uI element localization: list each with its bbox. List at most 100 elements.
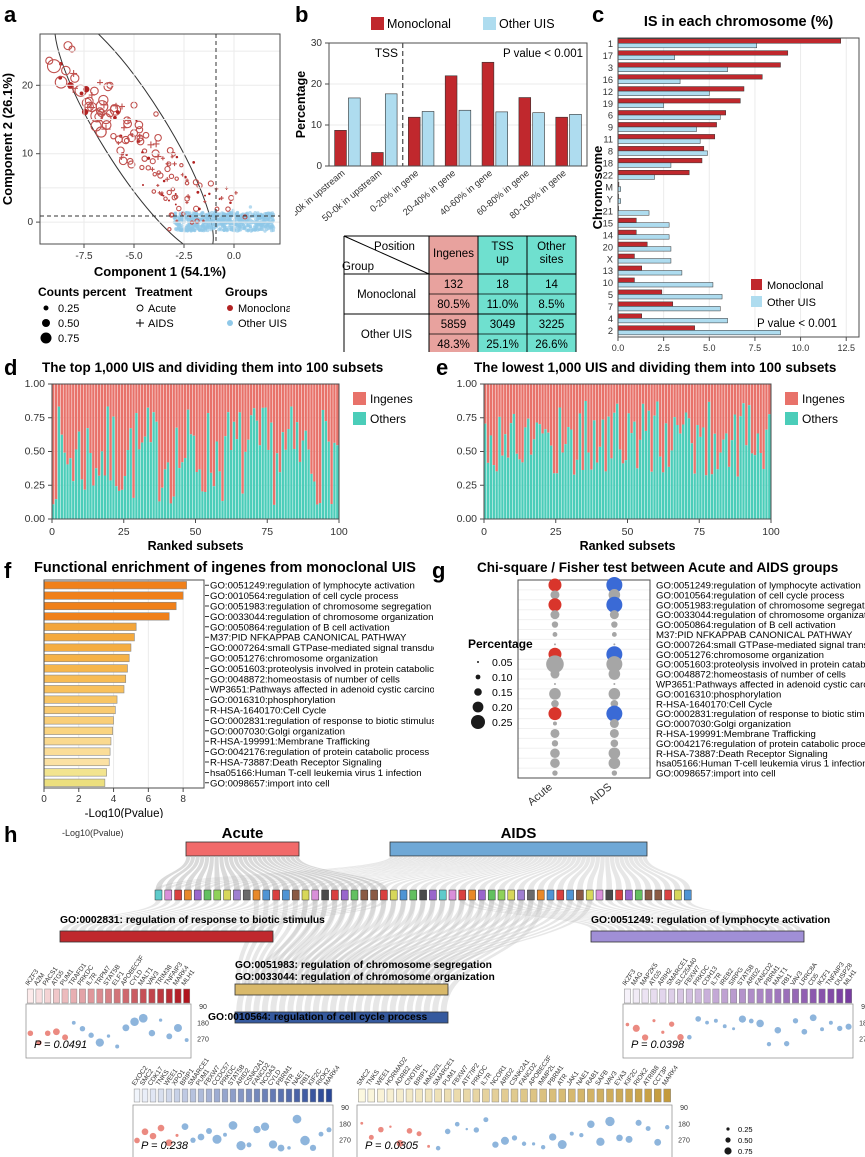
- svg-text:0.25: 0.25: [25, 479, 46, 491]
- svg-text:9: 9: [608, 123, 613, 133]
- svg-text:P = 0.238: P = 0.238: [141, 1140, 189, 1152]
- svg-text:Counts percent: Counts percent: [38, 285, 126, 299]
- svg-text:25: 25: [118, 526, 130, 538]
- svg-text:Acute: Acute: [148, 303, 176, 315]
- svg-text:Acute: Acute: [526, 781, 555, 808]
- svg-text:10.0: 10.0: [792, 343, 810, 353]
- svg-text:6: 6: [146, 794, 152, 805]
- svg-text:30: 30: [311, 38, 323, 49]
- svg-text:50: 50: [622, 526, 634, 538]
- svg-text:0: 0: [49, 526, 55, 538]
- svg-text:0.50: 0.50: [457, 446, 478, 458]
- svg-text:0.10: 0.10: [492, 672, 513, 684]
- svg-text:90: 90: [341, 1105, 349, 1112]
- svg-text:Ingenes: Ingenes: [433, 248, 474, 260]
- svg-text:90: 90: [680, 1105, 688, 1112]
- svg-text:P = 0.0305: P = 0.0305: [365, 1140, 419, 1152]
- svg-text:14: 14: [545, 279, 558, 291]
- svg-text:Other: Other: [537, 241, 566, 253]
- svg-text:-Log10(Pvalue): -Log10(Pvalue): [85, 808, 164, 818]
- svg-text:GO:0002831:regulation of respo: GO:0002831:regulation of response to bio…: [210, 716, 434, 727]
- svg-text:GO:0002831: regulation of resp: GO:0002831: regulation of response to bi…: [60, 915, 325, 926]
- svg-text:270: 270: [339, 1138, 351, 1145]
- svg-text:up: up: [496, 254, 509, 266]
- svg-text:8: 8: [608, 147, 613, 157]
- svg-text:180: 180: [678, 1121, 690, 1128]
- svg-text:GO:0051983:regulation of chrom: GO:0051983:regulation of chromosome segr…: [210, 602, 431, 613]
- svg-text:8.5%: 8.5%: [538, 299, 564, 311]
- svg-text:3225: 3225: [539, 319, 565, 331]
- svg-text:75: 75: [693, 526, 705, 538]
- svg-text:-Log10(Pvalue): -Log10(Pvalue): [62, 828, 124, 838]
- svg-text:Ranked subsets: Ranked subsets: [148, 539, 244, 553]
- svg-text:Chromosome: Chromosome: [592, 146, 605, 230]
- svg-text:10: 10: [22, 149, 34, 160]
- svg-text:P value < 0.001: P value < 0.001: [503, 48, 583, 60]
- svg-text:GO:0098657:import into cell: GO:0098657:import into cell: [656, 769, 775, 780]
- svg-text:5: 5: [608, 290, 613, 300]
- svg-text:1.00: 1.00: [25, 378, 46, 390]
- svg-text:GO:0010564:regulation of cell: GO:0010564:regulation of cell cycle proc…: [210, 591, 398, 602]
- svg-text:0.0: 0.0: [612, 343, 625, 353]
- svg-text:TSS: TSS: [375, 46, 398, 60]
- svg-text:0.75: 0.75: [738, 1147, 753, 1156]
- svg-text:sites: sites: [540, 254, 564, 266]
- svg-text:Monoclonal: Monoclonal: [387, 17, 451, 31]
- svg-text:12.5: 12.5: [837, 343, 855, 353]
- svg-text:7.5: 7.5: [749, 343, 762, 353]
- svg-text:P = 0.0491: P = 0.0491: [34, 1039, 87, 1051]
- svg-text:0.15: 0.15: [492, 687, 513, 699]
- svg-text:75: 75: [261, 526, 273, 538]
- svg-text:0.75: 0.75: [25, 412, 46, 424]
- svg-text:180: 180: [197, 1020, 209, 1027]
- svg-text:The lowest 1,000 UIS and divid: The lowest 1,000 UIS and dividing them i…: [474, 360, 836, 375]
- svg-text:0: 0: [27, 217, 33, 228]
- svg-text:1: 1: [608, 39, 613, 49]
- svg-text:X: X: [607, 254, 613, 264]
- svg-text:TSS: TSS: [491, 241, 514, 253]
- svg-text:Functional enrichment of ingen: Functional enrichment of ingenes from mo…: [34, 560, 416, 576]
- svg-text:13: 13: [603, 266, 613, 276]
- svg-text:4: 4: [111, 794, 117, 805]
- svg-text:GO:0007030:Golgi organization: GO:0007030:Golgi organization: [210, 726, 345, 737]
- svg-text:Percentage: Percentage: [468, 637, 533, 651]
- svg-text:2: 2: [608, 326, 613, 336]
- svg-text:270: 270: [197, 1037, 209, 1044]
- svg-text:Others: Others: [802, 412, 838, 426]
- svg-text:0.00: 0.00: [25, 513, 46, 525]
- svg-text:90: 90: [861, 1004, 865, 1011]
- svg-text:-5.0: -5.0: [125, 251, 143, 262]
- svg-text:GO:0016310:phosphorylation: GO:0016310:phosphorylation: [210, 695, 335, 706]
- svg-text:0.25: 0.25: [58, 303, 79, 315]
- svg-text:4: 4: [608, 314, 613, 324]
- svg-text:AIDS: AIDS: [501, 825, 537, 842]
- svg-text:8: 8: [180, 794, 186, 805]
- svg-text:R-HSA-1640170:Cell Cycle: R-HSA-1640170:Cell Cycle: [210, 706, 326, 717]
- svg-text:GO:0050864:regulation of B cel: GO:0050864:regulation of B cell activati…: [210, 622, 390, 633]
- svg-text:>50k in upstream: >50k in upstream: [295, 168, 347, 222]
- svg-text:100: 100: [762, 526, 780, 538]
- svg-text:6: 6: [608, 111, 613, 121]
- svg-text:GO:0051603:proteolysis involve: GO:0051603:proteolysis involved in prote…: [210, 664, 434, 675]
- svg-text:18: 18: [496, 279, 509, 291]
- svg-text:Groups: Groups: [225, 285, 268, 299]
- svg-text:270: 270: [859, 1037, 865, 1044]
- svg-text:Component 2 (26.1%): Component 2 (26.1%): [0, 73, 15, 205]
- svg-text:GO:0007264:small GTPase-mediat: GO:0007264:small GTPase-mediated signal …: [210, 643, 434, 654]
- svg-text:Monoclonal: Monoclonal: [238, 303, 290, 315]
- svg-text:M37:PID NFKAPPAB CANONICAL PAT: M37:PID NFKAPPAB CANONICAL PATHWAY: [210, 633, 407, 644]
- svg-text:0: 0: [41, 794, 47, 805]
- svg-text:25.1%: 25.1%: [486, 339, 519, 351]
- svg-text:GO:0051249:regulation of lymph: GO:0051249:regulation of lymphocyte acti…: [210, 581, 415, 592]
- svg-text:P value < 0.001: P value < 0.001: [757, 318, 837, 330]
- svg-text:R-HSA-199991:Membrane Traffick: R-HSA-199991:Membrane Trafficking: [210, 737, 370, 748]
- svg-text:11.0%: 11.0%: [487, 299, 519, 311]
- svg-text:Chi-square / Fisher test betw: Chi-square / Fisher test between Acute a…: [477, 560, 838, 575]
- svg-text:-2.5: -2.5: [175, 251, 193, 262]
- svg-text:AIDS: AIDS: [587, 781, 614, 807]
- svg-text:M: M: [605, 183, 613, 193]
- svg-text:0.20: 0.20: [492, 702, 513, 714]
- svg-text:270: 270: [678, 1138, 690, 1145]
- svg-text:0.25: 0.25: [738, 1125, 753, 1134]
- svg-text:10: 10: [311, 120, 323, 131]
